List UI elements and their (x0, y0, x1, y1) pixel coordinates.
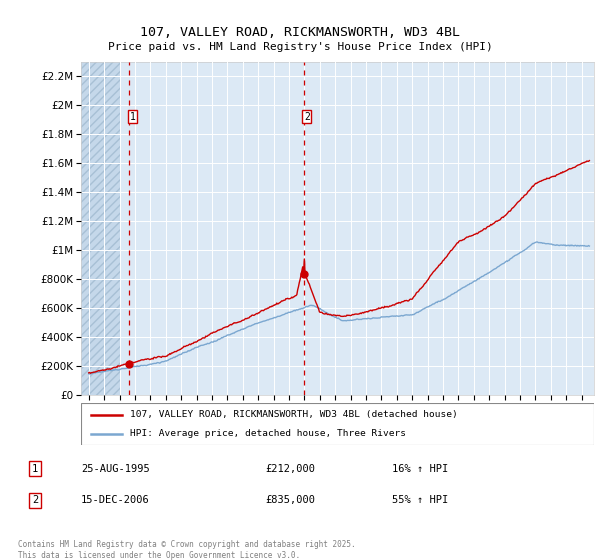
Text: 2: 2 (304, 111, 310, 122)
Bar (81, 62, 119, 395)
Text: 2: 2 (32, 496, 38, 506)
Text: 55% ↑ HPI: 55% ↑ HPI (392, 496, 448, 506)
Text: £212,000: £212,000 (265, 464, 316, 474)
Text: 25-AUG-1995: 25-AUG-1995 (81, 464, 150, 474)
Text: HPI: Average price, detached house, Three Rivers: HPI: Average price, detached house, Thre… (130, 430, 406, 438)
Text: 1: 1 (130, 111, 136, 122)
Text: Contains HM Land Registry data © Crown copyright and database right 2025.
This d: Contains HM Land Registry data © Crown c… (18, 540, 356, 559)
Text: Price paid vs. HM Land Registry's House Price Index (HPI): Price paid vs. HM Land Registry's House … (107, 42, 493, 52)
Text: 15-DEC-2006: 15-DEC-2006 (81, 496, 150, 506)
Text: 1: 1 (32, 464, 38, 474)
Text: 107, VALLEY ROAD, RICKMANSWORTH, WD3 4BL: 107, VALLEY ROAD, RICKMANSWORTH, WD3 4BL (140, 26, 460, 39)
Text: £835,000: £835,000 (265, 496, 316, 506)
Text: 16% ↑ HPI: 16% ↑ HPI (392, 464, 448, 474)
Text: 107, VALLEY ROAD, RICKMANSWORTH, WD3 4BL (detached house): 107, VALLEY ROAD, RICKMANSWORTH, WD3 4BL… (130, 410, 457, 419)
